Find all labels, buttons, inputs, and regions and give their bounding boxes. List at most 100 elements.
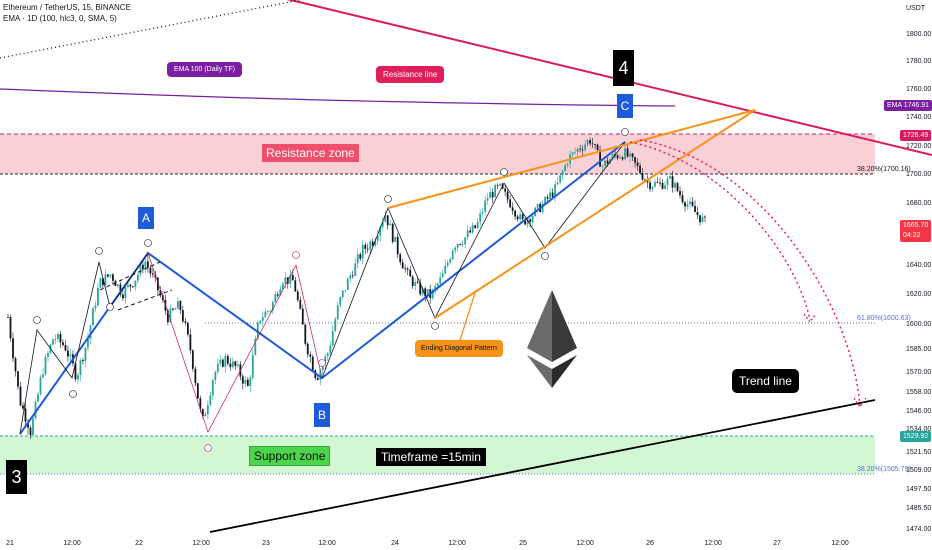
candle-body (206, 404, 209, 415)
candle-body (379, 226, 382, 236)
candle-body (166, 310, 169, 323)
y-tick-label: 1720.00 (906, 143, 931, 150)
candle-body (419, 282, 422, 295)
candle-body (144, 261, 147, 270)
candle-body (92, 308, 94, 326)
candle-body (229, 363, 232, 368)
candle-body (651, 186, 654, 190)
resistance-zone-band (0, 134, 875, 174)
candle-body (79, 360, 82, 375)
candle-body (556, 182, 559, 185)
y-tick-label: 1558.00 (906, 389, 931, 396)
projection-path-2 (639, 139, 861, 406)
candle-body (289, 274, 292, 284)
fib-382-upper-label: 38.20%(1700.16) (857, 166, 911, 173)
candle-body (699, 215, 701, 223)
time-axis[interactable]: 21 12:00 22 12:00 23 12:00 24 12:00 25 12:00 26 12:… (6, 540, 849, 547)
wave-b-label: B (314, 403, 330, 427)
candle-body (266, 311, 269, 312)
candle-body (494, 185, 497, 198)
candle-body (224, 356, 227, 367)
candle-body (511, 207, 514, 211)
candle-body (471, 225, 474, 233)
candle-body (29, 427, 32, 436)
candle-body (364, 244, 367, 249)
candle-body (496, 185, 499, 186)
candle-body (62, 342, 64, 346)
candle-body (394, 236, 397, 242)
candle-body (691, 201, 694, 206)
candle-body (656, 182, 659, 184)
candle-body (9, 317, 12, 339)
candle-body (186, 322, 189, 335)
candle-body (641, 172, 644, 180)
candle-body (521, 214, 524, 219)
candle-body (122, 294, 124, 299)
candle-body (469, 230, 472, 233)
candle-body (359, 254, 362, 259)
ema-label: EMA 100 (Daily TF) (167, 62, 242, 77)
candle-body (149, 267, 152, 274)
candle-body (54, 339, 57, 340)
candle-body (491, 192, 494, 198)
candle-body (109, 274, 112, 277)
y-tick-label: 1700.00 (906, 171, 931, 178)
candle-body (404, 268, 407, 270)
candle-body (391, 223, 394, 242)
candle-body (284, 277, 287, 284)
candle-body (624, 148, 626, 160)
candle-body (674, 183, 676, 188)
candle-body (474, 225, 477, 229)
resistance-zone-label: Resistance zone (262, 144, 359, 162)
candle-body (441, 273, 444, 278)
candle-body (401, 262, 404, 269)
y-tick-label: 1570.00 (906, 369, 931, 376)
candle-body (171, 308, 174, 310)
candle-body (274, 294, 277, 302)
candle-body (151, 273, 154, 275)
y-tick-label: 1497.50 (906, 486, 931, 493)
trend-line (209, 399, 876, 533)
candle-body (181, 310, 184, 322)
candle-body (594, 143, 596, 145)
wave-c-label: C (617, 94, 633, 118)
candle-body (47, 352, 49, 357)
candle-body (596, 144, 599, 151)
candle-body (696, 212, 699, 216)
candle-body (481, 211, 484, 214)
candle-body (334, 319, 337, 331)
candle-body (676, 183, 679, 192)
candle-body (476, 221, 479, 229)
x-tick-label: 26 (646, 540, 654, 547)
candle-body (211, 380, 214, 396)
ema-tag-value: 1746.91 (903, 102, 930, 109)
candle-body (244, 379, 247, 384)
candle-body (346, 278, 349, 290)
candle-body (351, 275, 354, 277)
candle-body (616, 155, 619, 159)
candle-body (686, 204, 689, 207)
candle-body (249, 377, 252, 386)
wave-4-label: 4 (613, 50, 634, 86)
x-tick-label: 12:00 (448, 540, 466, 547)
ema-100-line (0, 88, 676, 107)
x-tick-label: 22 (135, 540, 143, 547)
candle-body (426, 289, 429, 297)
y-tick-label: 1680.00 (906, 200, 931, 207)
diagonal-lower-line (434, 109, 756, 319)
candle-body (134, 280, 137, 288)
candle-body (142, 264, 144, 270)
y-tick-label: 1740.00 (906, 114, 931, 121)
candle-body (444, 265, 447, 274)
candlestick-series (7, 137, 706, 440)
candle-body (374, 240, 377, 246)
support-zone-label: Support zone (249, 446, 331, 466)
candle-body (566, 163, 569, 166)
candle-body (19, 386, 22, 406)
candle-body (449, 259, 452, 263)
candle-body (241, 376, 244, 384)
candle-body (127, 284, 129, 288)
candle-body (311, 356, 314, 371)
candle-body (526, 219, 529, 225)
